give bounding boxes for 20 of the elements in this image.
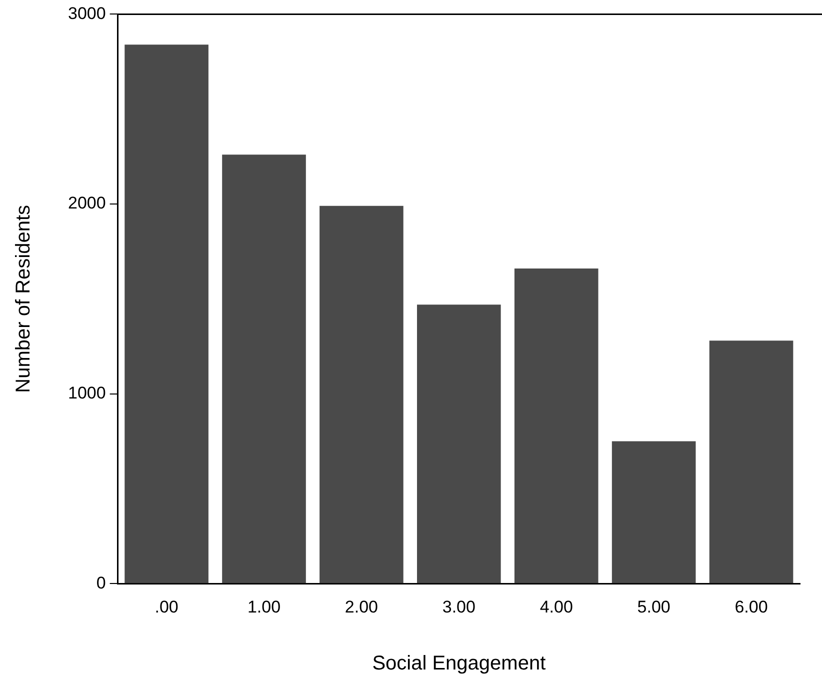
x-tick-label: .00 [154, 597, 178, 616]
x-tick-label: 2.00 [344, 597, 378, 616]
y-tick-label: 0 [96, 573, 106, 592]
x-tick-label: 5.00 [637, 597, 670, 616]
x-tick-label: 1.00 [247, 597, 281, 616]
bar [124, 44, 208, 584]
x-tick-label: 3.00 [442, 597, 476, 616]
bar [709, 340, 794, 584]
y-tick-label: 1000 [68, 383, 106, 402]
bar [612, 441, 696, 584]
bar [222, 154, 306, 584]
bar [417, 304, 501, 584]
bar [514, 268, 598, 584]
x-tick-label: 4.00 [540, 597, 573, 616]
y-tick-label: 2000 [68, 194, 106, 213]
y-tick-label: 3000 [68, 4, 106, 23]
bar [320, 206, 404, 584]
x-tick-label: 6.00 [734, 597, 768, 616]
x-axis-title: Social Engagement [372, 652, 546, 675]
y-axis-title: Number of Residents [12, 204, 35, 393]
